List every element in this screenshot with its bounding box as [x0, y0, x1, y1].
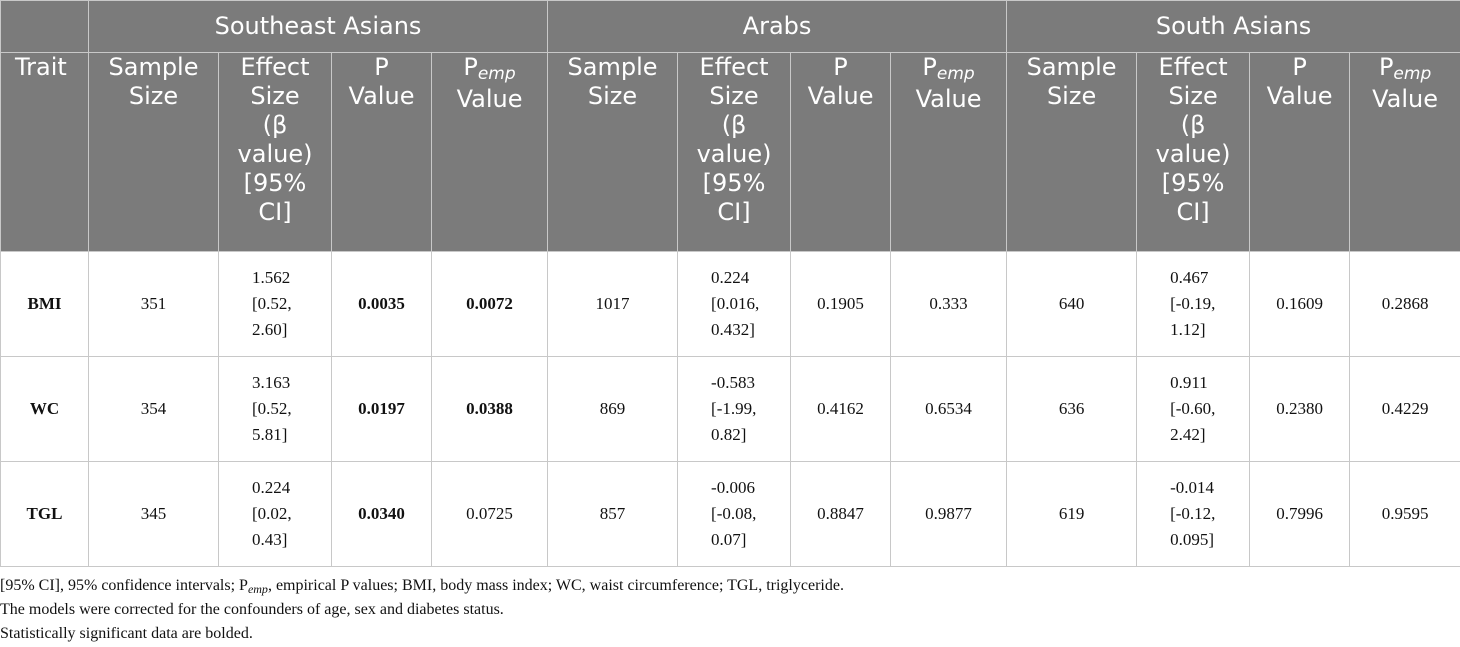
p-value-cell: 0.4162 [790, 356, 892, 462]
group-header-southeast-asians: Southeast Asians [87, 0, 549, 53]
pemp-value-cell: 0.4229 [1349, 356, 1460, 462]
table-body: BMI 351 1.562 [0.52, 2.60] 0.0035 0.0072 1017 0.… [0, 251, 1460, 567]
column-header-sample-size-south-asians: Sample Size [1006, 52, 1138, 252]
pemp-value-cell: 0.0072 [430, 251, 549, 357]
effect-size-cell: -0.006 [-0.08, 0.07] [677, 461, 792, 567]
column-header-trait: Trait [0, 52, 89, 252]
results-table: Southeast Asians Arabs South Asians Trai… [0, 0, 1460, 567]
column-header-row: Trait Sample Size Effect Size (β value) [95% CI… [0, 52, 1460, 252]
effect-size-cell: 0.911 [-0.60, 2.42] [1136, 356, 1251, 462]
column-header-p-value-south-asians: P Value [1249, 52, 1351, 252]
sample-size-cell: 869 [547, 356, 679, 462]
p-value-cell: 0.7996 [1249, 461, 1351, 567]
table-row: WC 354 3.163 [0.52, 5.81] 0.0197 0.0388 869 -0.5… [0, 356, 1460, 462]
trait-cell: BMI [0, 251, 89, 357]
column-header-p-value-arabs: P Value [790, 52, 892, 252]
table-footnotes: [95% CI], 95% confidence intervals; Pemp… [0, 574, 844, 646]
column-header-effect-size-southeast-asians: Effect Size (β value) [95% CI] [218, 52, 332, 252]
group-header-arabs: Arabs [547, 0, 1008, 53]
footnote-corrections: The models were corrected for the confou… [0, 601, 504, 618]
effect-size-cell: 1.562 [0.52, 2.60] [218, 251, 332, 357]
column-header-sample-size-arabs: Sample Size [547, 52, 679, 252]
sample-size-cell: 619 [1006, 461, 1138, 567]
trait-cell: TGL [0, 461, 89, 567]
effect-size-cell: -0.014 [-0.12, 0.095] [1136, 461, 1251, 567]
effect-size-cell: 0.467 [-0.19, 1.12] [1136, 251, 1251, 357]
pemp-value-cell: 0.0388 [430, 356, 549, 462]
p-value-cell: 0.0035 [331, 251, 432, 357]
header-blank-cell [0, 0, 89, 53]
table-row: TGL 345 0.224 [0.02, 0.43] 0.0340 0.0725 857 -0.… [0, 461, 1460, 567]
group-header-south-asians: South Asians [1006, 0, 1460, 53]
pemp-value-cell: 0.0725 [430, 461, 549, 567]
sample-size-cell: 354 [88, 356, 219, 462]
pemp-value-cell: 0.9877 [890, 461, 1008, 567]
p-value-cell: 0.1609 [1249, 251, 1351, 357]
sample-size-cell: 351 [88, 251, 219, 357]
p-value-cell: 0.0197 [331, 356, 432, 462]
pemp-value-cell: 0.9595 [1349, 461, 1460, 567]
sample-size-cell: 857 [547, 461, 679, 567]
column-header-effect-size-south-asians: Effect Size (β value) [95% CI] [1136, 52, 1251, 252]
column-header-effect-size-arabs: Effect Size (β value) [95% CI] [677, 52, 792, 252]
p-value-cell: 0.0340 [331, 461, 432, 567]
effect-size-cell: -0.583 [-1.99, 0.82] [677, 356, 792, 462]
sample-size-cell: 636 [1006, 356, 1138, 462]
column-header-sample-size-southeast-asians: Sample Size [88, 52, 219, 252]
group-header-row: Southeast Asians Arabs South Asians [0, 0, 1460, 53]
trait-cell: WC [0, 356, 89, 462]
column-header-pemp-value-arabs: Pemp Value [890, 52, 1008, 252]
footnote-abbreviations: [95% CI], 95% confidence intervals; Pemp… [0, 577, 844, 596]
footnote-significance: Statistically significant data are bolde… [0, 625, 253, 642]
column-header-pemp-value-southeast-asians: Pemp Value [430, 52, 549, 252]
table-row: BMI 351 1.562 [0.52, 2.60] 0.0035 0.0072 1017 0.… [0, 251, 1460, 357]
pemp-value-cell: 0.6534 [890, 356, 1008, 462]
pemp-value-cell: 0.333 [890, 251, 1008, 357]
p-value-cell: 0.1905 [790, 251, 892, 357]
sample-size-cell: 1017 [547, 251, 679, 357]
effect-size-cell: 0.224 [0.016, 0.432] [677, 251, 792, 357]
effect-size-cell: 3.163 [0.52, 5.81] [218, 356, 332, 462]
p-value-cell: 0.8847 [790, 461, 892, 567]
pemp-value-cell: 0.2868 [1349, 251, 1460, 357]
column-header-pemp-value-south-asians: Pemp Value [1349, 52, 1460, 252]
effect-size-cell: 0.224 [0.02, 0.43] [218, 461, 332, 567]
column-header-p-value-southeast-asians: P Value [331, 52, 432, 252]
sample-size-cell: 345 [88, 461, 219, 567]
p-value-cell: 0.2380 [1249, 356, 1351, 462]
sample-size-cell: 640 [1006, 251, 1138, 357]
